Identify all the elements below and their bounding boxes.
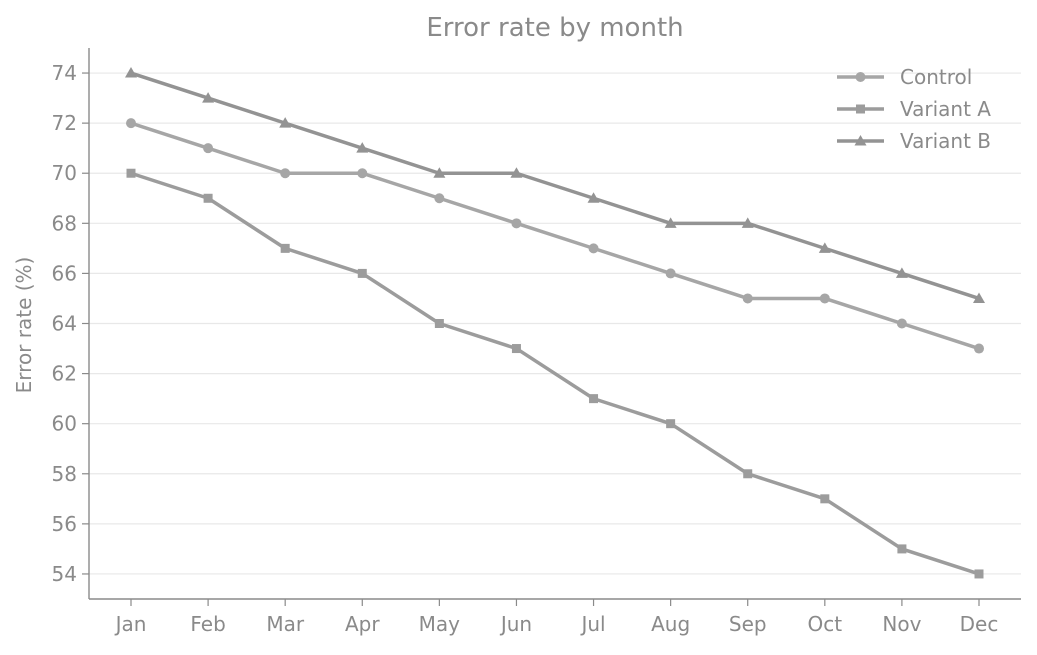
data-point-control [357, 168, 368, 179]
x-tick-label: Jun [499, 612, 532, 636]
y-tick-label: 70 [52, 161, 77, 185]
legend-item-variant-a: Variant A [837, 97, 991, 121]
data-point-variant-b [202, 92, 215, 103]
x-tick-label: Mar [266, 612, 305, 636]
series-line-control [129, 121, 981, 351]
y-tick-label: 64 [52, 312, 77, 336]
data-point-variant-b [818, 242, 831, 253]
data-point-control [434, 193, 445, 204]
data-point-variant-a [897, 544, 907, 554]
legend-item-control: Control [837, 65, 972, 89]
data-point-variant-b [356, 142, 369, 153]
x-tick-label: Jul [579, 612, 605, 636]
legend-marker [856, 104, 865, 114]
data-point-control [588, 243, 599, 254]
y-tick-label: 68 [52, 211, 77, 235]
y-tick-label: 54 [52, 562, 77, 586]
y-tick-label: 58 [52, 462, 77, 486]
data-point-variant-b [279, 117, 292, 128]
x-tick-label: Dec [960, 612, 999, 636]
data-point-variant-b [587, 192, 600, 203]
data-point-variant-a [666, 419, 676, 429]
x-tick-label: Feb [190, 612, 225, 636]
x-tick-label: Oct [808, 612, 843, 636]
data-point-variant-a [203, 193, 213, 203]
legend-label: Variant B [900, 129, 991, 153]
data-point-control [280, 168, 291, 179]
axes: 54 56 58 60 62 64 66 68 70 72 74 Jan Feb Mar Apr May Jun… [52, 48, 1021, 636]
data-point-variant-a [820, 494, 830, 504]
legend-marker [855, 72, 866, 82]
x-tick-label: Aug [651, 612, 690, 636]
legend-item-variant-b: Variant B [837, 129, 991, 153]
data-point-variant-b [433, 167, 446, 178]
y-axis-label: Error rate (%) [12, 257, 36, 394]
data-point-variant-b [895, 267, 908, 278]
data-point-variant-a [280, 243, 290, 253]
legend-marker [854, 135, 867, 146]
legend-label: Variant A [900, 97, 991, 121]
data-point-variant-b [973, 292, 985, 303]
x-tick-label: May [419, 612, 461, 636]
data-point-variant-a [511, 344, 521, 354]
series-lines [125, 67, 985, 579]
data-point-control [665, 268, 676, 279]
data-point-variant-a [357, 268, 367, 278]
series-line-variant-a [129, 171, 981, 576]
data-point-control [974, 343, 984, 354]
y-tick-label: 72 [52, 111, 77, 135]
data-point-control [203, 143, 214, 154]
x-tick-label: Sep [729, 612, 767, 636]
x-tick-label: Apr [345, 612, 380, 636]
data-point-variant-a [743, 469, 753, 479]
gridlines [89, 72, 1021, 575]
data-point-control [511, 218, 522, 229]
legend-label: Control [900, 65, 972, 89]
chart-title: Error rate by month [426, 13, 683, 43]
data-point-control [819, 293, 830, 304]
y-tick-label: 74 [52, 61, 77, 85]
data-point-control [742, 293, 753, 304]
series-variant-b [125, 67, 985, 303]
data-point-variant-a [126, 168, 136, 178]
data-point-variant-b [741, 217, 754, 228]
data-point-variant-b [125, 67, 137, 78]
y-tick-label: 60 [52, 412, 77, 436]
y-tick-label: 62 [52, 362, 77, 386]
y-tick-label: 66 [52, 261, 77, 285]
data-point-variant-a [974, 569, 984, 579]
data-point-control [896, 318, 907, 329]
series-line-variant-b [129, 71, 981, 301]
data-point-variant-b [664, 217, 677, 228]
legend: Control Variant A Variant B [837, 65, 991, 153]
x-tick-label: Jan [114, 612, 147, 636]
series-variant-a [126, 168, 984, 579]
data-point-variant-a [434, 319, 444, 328]
series-control [126, 118, 984, 354]
y-tick-label: 56 [52, 512, 77, 536]
data-point-control [126, 118, 136, 129]
data-point-variant-b [510, 167, 523, 178]
x-tick-label: Nov [882, 612, 921, 636]
data-point-variant-a [589, 394, 599, 404]
